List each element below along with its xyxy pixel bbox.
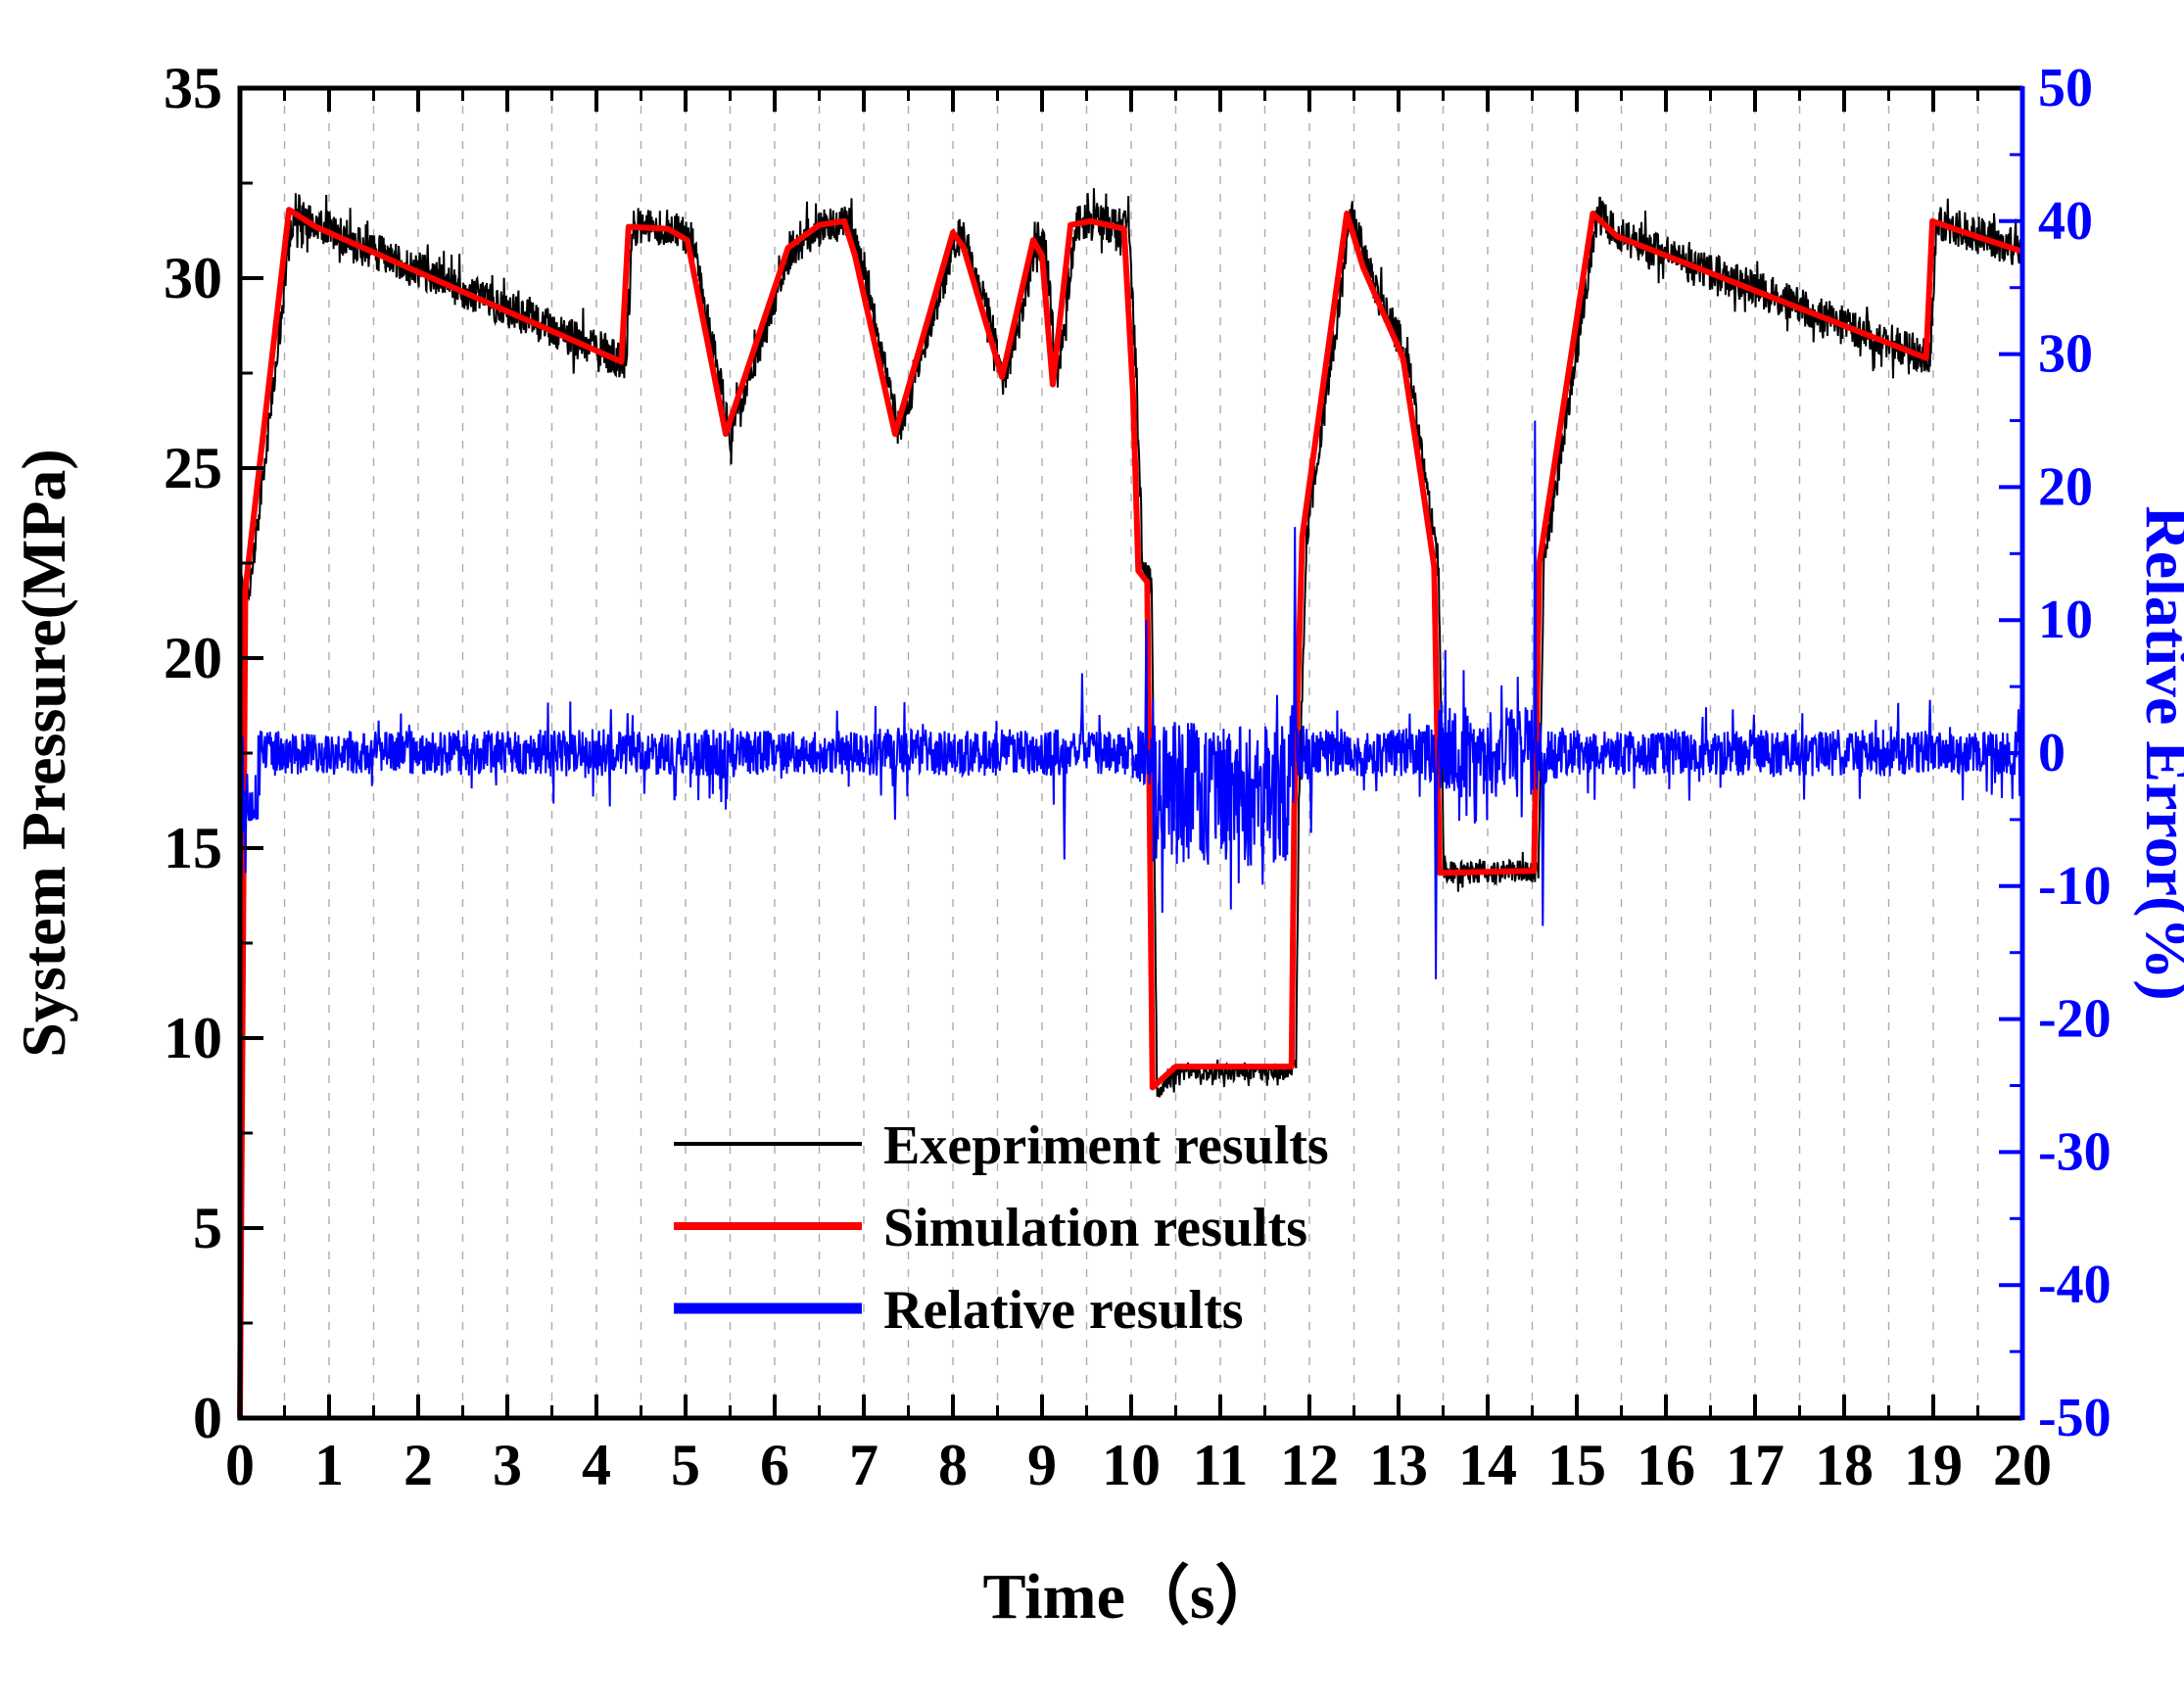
x-tick-label: 18: [1815, 1433, 1874, 1497]
y-right-tick-label: 10: [2038, 590, 2093, 650]
axes: 0 1 2 3 4 5 6 7 8 9 10 11 12 13 14 15 16 17 18 19 2005101520…: [164, 56, 2112, 1497]
y-right-tick-label: 20: [2038, 456, 2093, 517]
x-tick-label: 11: [1193, 1433, 1249, 1497]
x-tick-label: 16: [1637, 1433, 1695, 1497]
x-tick-label: 20: [1993, 1433, 2052, 1497]
y-left-tick-label: 25: [164, 436, 222, 500]
y-right-tick-label: 50: [2038, 58, 2093, 118]
y-left-tick-label: 5: [193, 1196, 222, 1260]
y-right-tick-label: -50: [2038, 1388, 2112, 1448]
x-tick-label: 3: [493, 1433, 522, 1497]
y-right-tick-label: -40: [2038, 1255, 2112, 1315]
x-tick-label: 5: [671, 1433, 700, 1497]
y-right-tick-label: -10: [2038, 856, 2112, 917]
axis-frame: [237, 85, 2022, 1421]
y-left-tick-label: 0: [193, 1386, 222, 1450]
series-relative-error: [239, 420, 2023, 979]
x-tick-label: 10: [1102, 1433, 1161, 1497]
x-tick-label: 19: [1904, 1433, 1963, 1497]
x-tick-label: 17: [1726, 1433, 1784, 1497]
legend-label-experiment: Exepriment results: [883, 1115, 1329, 1176]
x-tick-label: 4: [582, 1433, 611, 1497]
legend-label-simulation: Simulation results: [883, 1198, 1307, 1258]
x-tick-label: 2: [404, 1433, 433, 1497]
x-axis-title: Time（s）: [982, 1560, 1279, 1633]
x-tick-label: 1: [314, 1433, 344, 1497]
y-right-tick-label: -30: [2038, 1121, 2112, 1182]
x-tick-label: 13: [1369, 1433, 1428, 1497]
x-tick-label: 0: [225, 1433, 255, 1497]
y-right-tick-label: 40: [2038, 191, 2093, 252]
x-tick-label: 9: [1027, 1433, 1057, 1497]
y-right-tick-label: 30: [2038, 324, 2093, 385]
left-axis-title: System Pressure(MPa): [9, 449, 78, 1057]
relative-error-line: [239, 420, 2023, 979]
simulation-line: [237, 207, 2023, 1419]
x-tick-label: 14: [1458, 1433, 1517, 1497]
right-axis-title: Relative Error(%): [2133, 505, 2184, 1000]
legend-label-relative: Relative results: [883, 1280, 1244, 1341]
y-left-tick-label: 10: [164, 1006, 222, 1070]
x-tick-label: 15: [1547, 1433, 1606, 1497]
x-tick-label: 7: [849, 1433, 878, 1497]
y-right-tick-label: 0: [2038, 723, 2065, 783]
series-simulation: [237, 207, 2023, 1419]
y-left-tick-label: 15: [164, 816, 222, 880]
y-right-tick-label: -20: [2038, 989, 2112, 1050]
legend: Exepriment results Simulation results Re…: [674, 1115, 1329, 1341]
y-left-tick-label: 35: [164, 56, 222, 120]
x-tick-label: 8: [938, 1433, 968, 1497]
y-left-tick-label: 20: [164, 626, 222, 690]
x-tick-label: 12: [1280, 1433, 1339, 1497]
x-tick-label: 6: [760, 1433, 789, 1497]
y-left-tick-label: 30: [164, 246, 222, 310]
